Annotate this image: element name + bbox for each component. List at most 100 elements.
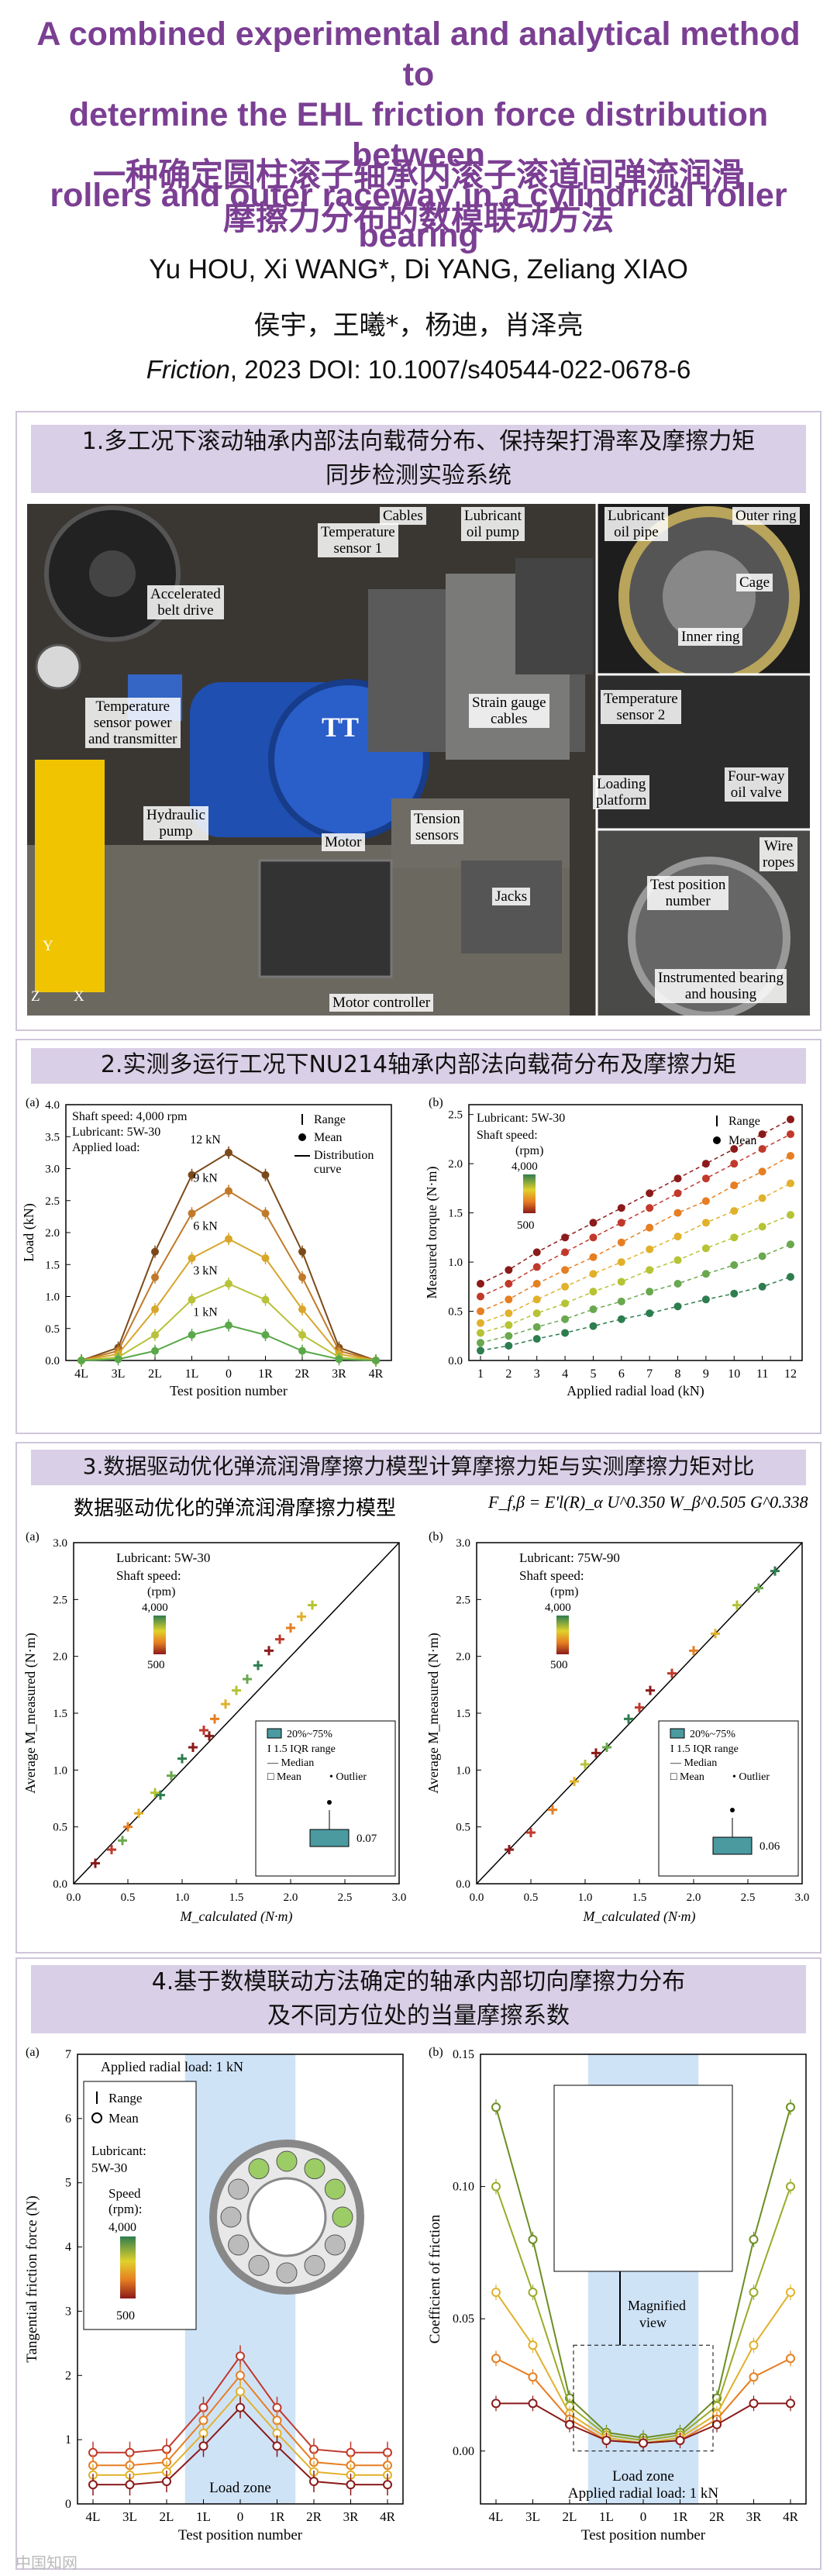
data-point <box>786 2398 795 2409</box>
data-point <box>298 1247 306 1256</box>
data-point <box>505 1321 513 1329</box>
x-tick-label: 2L <box>563 2509 577 2524</box>
data-point <box>335 1355 343 1364</box>
data-point <box>646 1223 654 1232</box>
x-tick-label: 1.0 <box>578 1891 593 1904</box>
data-point <box>188 1209 196 1218</box>
data-point <box>786 2181 795 2191</box>
x-tick-label: 3.0 <box>392 1891 407 1904</box>
data-point <box>264 1646 274 1656</box>
y-tick-label: 0.0 <box>53 1878 67 1891</box>
data-point <box>188 1171 196 1179</box>
data-point <box>730 1181 739 1190</box>
y-axis-label: Load (kN) <box>21 1203 37 1261</box>
data-point <box>701 1244 710 1253</box>
bearing-inner-ring <box>246 2177 327 2257</box>
y-axis-label: Average M_measured (N·m) <box>22 1633 39 1794</box>
lubricant-text: Lubricant: 5W-30 <box>116 1550 210 1565</box>
data-point <box>787 1273 794 1281</box>
y-tick-label: 4 <box>65 2241 71 2254</box>
data-point <box>675 2436 685 2446</box>
data-point <box>786 2102 795 2112</box>
data-point <box>505 1280 513 1288</box>
data-point <box>261 1295 270 1304</box>
panel-label: (a) <box>26 1530 40 1543</box>
y-tick-label: 0.0 <box>456 1878 470 1891</box>
data-point <box>114 1355 122 1364</box>
y-tick-label: 4.0 <box>45 1099 60 1112</box>
series-label: 12 kN <box>190 1133 221 1147</box>
data-point <box>188 1295 196 1304</box>
data-point <box>78 1357 85 1364</box>
data-point <box>561 1233 570 1242</box>
x-tick-label: 3R <box>332 1367 346 1381</box>
box-legend-3: — Median <box>267 1757 314 1769</box>
data-point <box>88 2480 98 2490</box>
y-tick-label: 1.0 <box>45 1291 60 1304</box>
legend-box <box>83 2081 197 2330</box>
series-label: 3 kN <box>193 1264 218 1278</box>
coefficient-of-friction-chart: (b) 0.00 0.05 0.10 0.15 4L 3L 2L 1L 0 1R 2R 3R 4R Test… <box>427 2046 807 2543</box>
data-point <box>505 1332 513 1340</box>
y-tick-label: 2.5 <box>53 1594 67 1606</box>
panel-label: (a) <box>26 2046 40 2059</box>
data-point <box>232 1685 241 1695</box>
data-point <box>236 2387 245 2396</box>
colorbar-bottom-label: 500 <box>550 1659 568 1671</box>
data-point <box>151 1347 159 1355</box>
data-point <box>167 1771 176 1781</box>
data-point <box>188 1743 198 1752</box>
x-tick-label: 3 <box>534 1367 540 1381</box>
data-point <box>570 1777 579 1786</box>
y-tick-label: 3.0 <box>53 1537 67 1550</box>
data-point <box>732 1600 742 1610</box>
data-point <box>528 2288 538 2298</box>
data-point <box>372 1357 380 1364</box>
data-point <box>786 2354 795 2364</box>
y-tick-label: 2.5 <box>448 1109 463 1122</box>
data-point <box>730 1145 739 1154</box>
data-point <box>286 1623 295 1633</box>
y-tick-label: 1.0 <box>456 1764 470 1777</box>
title-chinese: 一种确定圆柱滚子轴承内滚子滚道间弹流润滑 摩擦力分布的数模联动方法 <box>23 153 814 240</box>
data-point <box>477 1280 484 1288</box>
data-point <box>758 1222 766 1231</box>
data-point <box>580 1760 590 1769</box>
measured-torque-chart: (b)0.00.51.01.52.02.51 2 3 4 5 6 7 8 9 10 11 12Appl… <box>424 1096 803 1399</box>
data-point <box>225 1148 232 1157</box>
data-point <box>477 1329 484 1337</box>
data-point <box>787 1240 794 1249</box>
data-point <box>151 1305 159 1313</box>
box-legend-2: I 1.5 IQR range <box>670 1743 739 1755</box>
y-axis-label: Measured torque (N·m) <box>424 1167 440 1299</box>
box <box>712 1836 753 1855</box>
legend-mean-icon <box>91 2112 102 2123</box>
legend-mean-icon <box>298 1133 306 1141</box>
data-point <box>528 2340 538 2350</box>
x-tick-label: 1R <box>673 2509 689 2524</box>
x-tick-label: 0.0 <box>470 1891 484 1904</box>
data-point <box>712 2419 722 2429</box>
x-tick-label: 4L <box>489 2509 504 2524</box>
colorbar-bottom-label: 500 <box>147 1659 165 1671</box>
tangential-friction-chart: (a) 0 1 2 3 4 5 6 7 4L 3L 2L 1L 0 1R 2R 3R 4R Test positio… <box>24 2046 404 2543</box>
identity-line <box>476 1542 803 1885</box>
data-point <box>221 1699 230 1709</box>
x-tick-label: 3L <box>122 2509 137 2524</box>
y-tick-label: 1.5 <box>448 1208 463 1220</box>
data-point <box>526 1828 536 1837</box>
lubricant-value: 5W-30 <box>91 2160 127 2175</box>
load-distribution-chart: (a) 0.0 0.5 1.0 1.5 2.0 2.5 3.0 3.5 4.0 4L 3L 2L 1L 0 1… <box>21 1096 392 1398</box>
data-point <box>261 1331 270 1339</box>
x-tick-label: 2L <box>148 1367 162 1381</box>
x-axis-label: Test position number <box>581 2527 706 2543</box>
x-tick-label: 8 <box>675 1367 681 1381</box>
x-tick-label: 1R <box>270 2509 286 2524</box>
data-point <box>617 1297 625 1305</box>
data-point <box>261 1171 270 1179</box>
series-line <box>81 1190 377 1361</box>
y-tick-label: 6 <box>65 2112 71 2126</box>
data-point <box>673 1189 682 1198</box>
journal-name: Friction <box>146 355 230 384</box>
data-point <box>561 1299 570 1308</box>
